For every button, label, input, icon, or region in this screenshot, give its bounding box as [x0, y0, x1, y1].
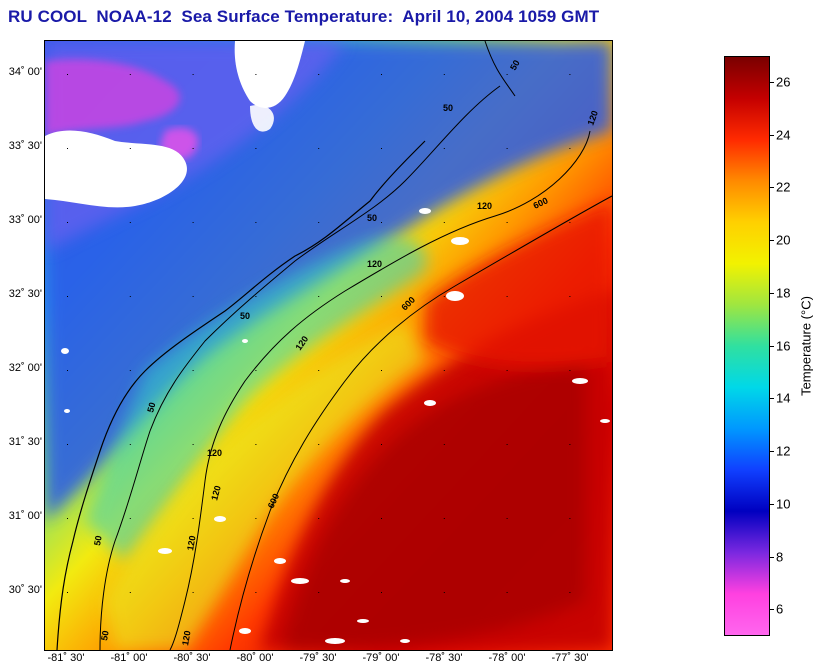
- colorbar-tick: [770, 609, 774, 610]
- lon-label: -81˚ 30': [47, 652, 85, 664]
- colorbar-tick-label: 12: [776, 443, 791, 459]
- page-title: RU COOL NOAA-12 Sea Surface Temperature:…: [8, 7, 600, 26]
- lat-label: 32˚ 00': [8, 362, 42, 374]
- lat-label: 31˚ 30': [8, 436, 42, 448]
- lon-label: -79˚ 30': [299, 652, 337, 664]
- colorbar-tick-label: 8: [776, 549, 784, 565]
- lat-label: 34˚ 00': [8, 66, 42, 78]
- colorbar-tick-label: 14: [776, 390, 791, 406]
- lat-label: 31˚ 00': [8, 510, 42, 522]
- lon-label: -80˚ 30': [173, 652, 211, 664]
- colorbar-tick: [770, 293, 774, 294]
- colorbar-tick-label: 26: [776, 74, 791, 90]
- lat-label: 33˚ 30': [8, 140, 42, 152]
- lat-label: 30˚ 30': [8, 584, 42, 596]
- temperature-colorbar: [724, 56, 770, 636]
- lat-label: 32˚ 30': [8, 288, 42, 300]
- colorbar-tick-label: 22: [776, 179, 791, 195]
- colorbar-tick: [770, 398, 774, 399]
- colorbar-tick-label: 24: [776, 127, 791, 143]
- colorbar-tick: [770, 451, 774, 452]
- colorbar-tick-label: 6: [776, 601, 784, 617]
- colorbar-tick-label: 16: [776, 338, 791, 354]
- colorbar-title: Temperature (°C): [798, 296, 814, 396]
- colorbar-tick: [770, 82, 774, 83]
- lon-label: -81˚ 00': [110, 652, 148, 664]
- colorbar-tick: [770, 504, 774, 505]
- graticule-grid: [45, 41, 612, 650]
- lon-label: -80˚ 00': [236, 652, 274, 664]
- lon-label: -78˚ 00': [488, 652, 526, 664]
- colorbar-tick: [770, 240, 774, 241]
- colorbar-tick: [770, 135, 774, 136]
- colorbar-tick: [770, 557, 774, 558]
- colorbar-tick: [770, 187, 774, 188]
- lon-label: -78˚ 30': [425, 652, 463, 664]
- colorbar-tick-label: 18: [776, 285, 791, 301]
- colorbar-tick-label: 20: [776, 232, 791, 248]
- lat-label: 33˚ 00': [8, 214, 42, 226]
- colorbar-tick-label: 10: [776, 496, 791, 512]
- sst-map[interactable]: 50 50 50 50 50 50 50 120 120 120 120 120…: [44, 40, 613, 651]
- colorbar-tick: [770, 346, 774, 347]
- lon-label: -79˚ 00': [362, 652, 400, 664]
- lon-label: -77˚ 30': [551, 652, 589, 664]
